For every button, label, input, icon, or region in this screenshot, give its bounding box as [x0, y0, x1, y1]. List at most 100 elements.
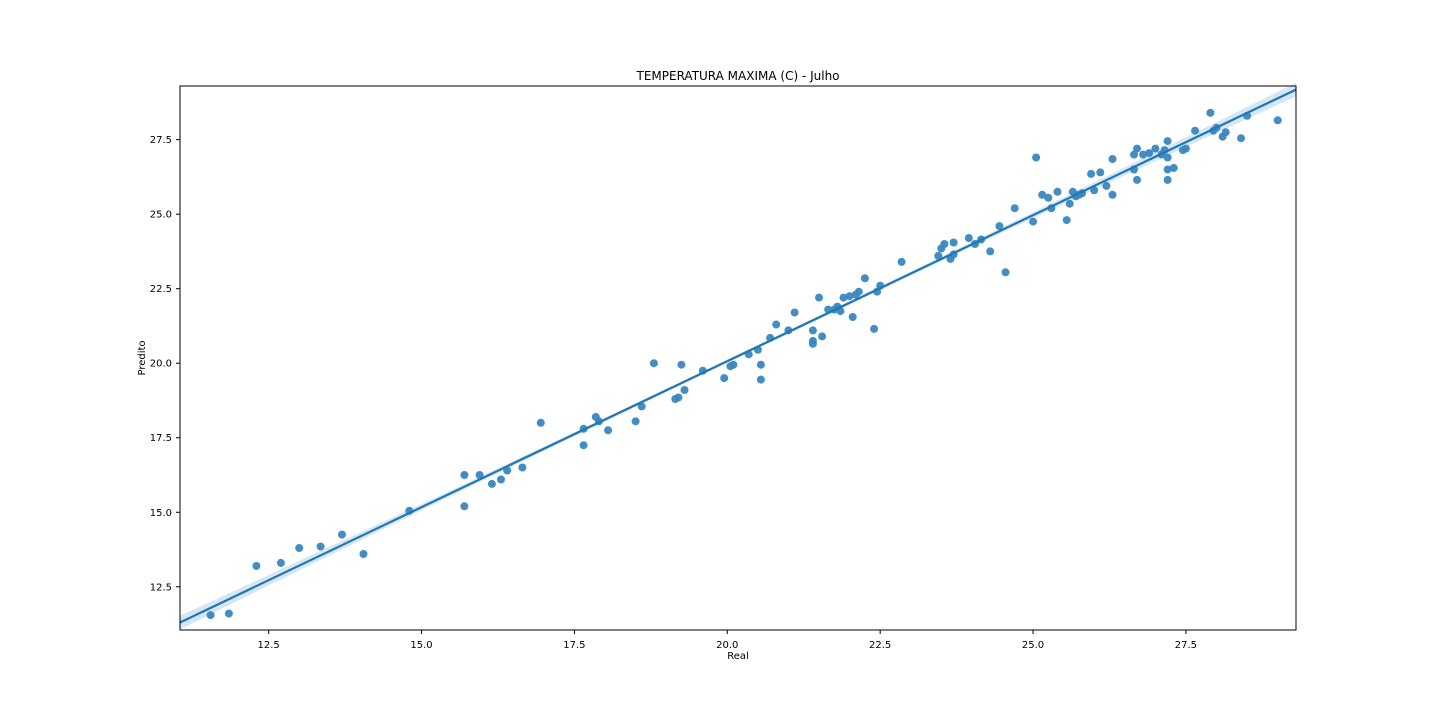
- data-point: [1163, 137, 1172, 146]
- data-point: [1191, 126, 1200, 135]
- data-point: [680, 386, 689, 394]
- data-point: [815, 293, 823, 302]
- data-point: [1087, 169, 1096, 178]
- data-point: [604, 426, 613, 435]
- data-point: [503, 466, 512, 475]
- data-point: [1102, 181, 1111, 190]
- data-point: [1001, 268, 1010, 277]
- data-point: [995, 222, 1004, 231]
- data-point: [1151, 144, 1160, 153]
- y-tick-label: 12.5: [150, 582, 172, 593]
- data-point: [1181, 144, 1190, 153]
- data-point: [338, 530, 346, 539]
- data-point: [808, 326, 817, 335]
- data-point: [276, 558, 285, 567]
- data-point: [1065, 199, 1074, 208]
- data-point: [579, 441, 588, 450]
- data-point: [487, 479, 496, 488]
- data-point: [848, 313, 857, 321]
- data-point: [756, 360, 765, 369]
- y-axis-ticks: 12.5 15.0 17.5 20.0 22.5 25.0 27.5: [150, 135, 180, 593]
- data-point: [1163, 175, 1172, 184]
- data-point: [940, 240, 949, 248]
- regression-layer: [179, 88, 1297, 624]
- data-point: [986, 247, 995, 256]
- x-tick-label: 15.0: [410, 640, 432, 651]
- data-point: [1096, 168, 1105, 177]
- data-point: [1044, 193, 1053, 202]
- chart-title: TEMPERATURA MAXIMA (C) - Julho: [635, 69, 839, 83]
- data-point: [808, 339, 817, 348]
- x-tick-label: 12.5: [258, 640, 280, 651]
- data-point: [897, 257, 906, 266]
- y-tick-label: 27.5: [150, 135, 172, 146]
- y-tick-label: 25.0: [150, 210, 172, 221]
- x-axis-label: Real: [727, 651, 749, 662]
- data-point: [1062, 216, 1071, 225]
- x-tick-label: 27.5: [1175, 640, 1197, 651]
- data-points: [206, 108, 1282, 620]
- data-point: [854, 287, 863, 296]
- data-point: [839, 293, 848, 302]
- data-point: [224, 609, 233, 618]
- y-tick-label: 20.0: [150, 359, 172, 370]
- data-point: [1145, 149, 1154, 158]
- data-point: [460, 502, 469, 511]
- data-point: [934, 251, 943, 260]
- y-axis-label: Predito: [137, 340, 148, 375]
- data-point: [1139, 150, 1148, 159]
- data-point: [1053, 187, 1062, 196]
- data-point: [1133, 144, 1141, 153]
- data-point: [631, 417, 640, 426]
- y-tick-label: 15.0: [150, 508, 172, 519]
- data-point: [637, 402, 646, 411]
- data-point: [1206, 108, 1215, 117]
- data-point: [674, 393, 683, 402]
- data-point: [359, 550, 368, 558]
- data-point: [772, 320, 781, 329]
- data-point: [860, 274, 869, 283]
- data-point: [1163, 165, 1172, 174]
- plot-frame: [179, 85, 1297, 631]
- x-tick-label: 20.0: [716, 640, 738, 651]
- data-point: [964, 234, 973, 242]
- data-point: [1090, 186, 1099, 195]
- data-point: [1237, 134, 1245, 143]
- data-point: [1273, 116, 1282, 125]
- data-point: [295, 544, 304, 552]
- data-point: [1032, 153, 1041, 162]
- data-point: [1221, 128, 1230, 137]
- data-point: [818, 332, 827, 341]
- data-point: [475, 471, 484, 479]
- x-tick-label: 17.5: [563, 640, 585, 651]
- data-point: [720, 374, 729, 383]
- data-point: [1133, 175, 1141, 184]
- data-point: [536, 418, 545, 427]
- x-tick-label: 22.5: [869, 640, 891, 651]
- data-point: [1163, 153, 1172, 162]
- x-tick-label: 25.0: [1022, 640, 1044, 651]
- data-point: [460, 471, 469, 479]
- data-point: [316, 542, 325, 551]
- data-point: [756, 375, 765, 384]
- data-point: [1108, 190, 1117, 199]
- data-point: [729, 360, 738, 369]
- data-point: [206, 611, 215, 620]
- data-point: [649, 359, 658, 368]
- data-point: [845, 292, 854, 301]
- data-point: [1130, 150, 1138, 159]
- data-point: [870, 324, 879, 333]
- data-point: [1108, 155, 1117, 163]
- data-point: [497, 475, 505, 484]
- regression-line: [179, 88, 1297, 624]
- data-point: [1010, 204, 1019, 213]
- data-point: [1169, 164, 1178, 172]
- data-point: [252, 561, 261, 570]
- data-point: [518, 463, 527, 472]
- x-axis-ticks: 12.5 15.0 17.5 20.0 22.5 25.0 27.5: [258, 630, 1197, 651]
- data-point: [790, 308, 799, 317]
- data-point: [677, 360, 686, 369]
- data-point: [1038, 190, 1047, 199]
